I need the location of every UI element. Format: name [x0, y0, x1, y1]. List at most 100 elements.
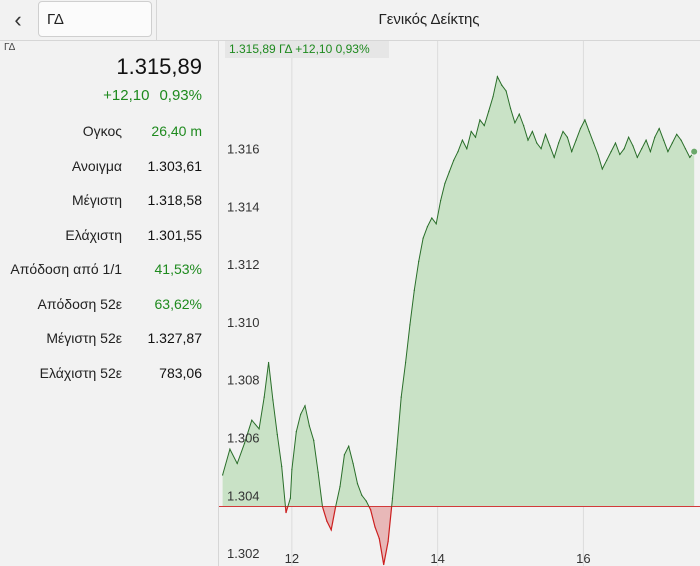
data-point — [689, 156, 691, 159]
stat-label: Μέγιστη 52ε — [46, 330, 122, 346]
change-value: +12,10 — [103, 87, 150, 104]
symbol-label: ΓΔ — [4, 42, 16, 53]
data-point — [575, 139, 577, 141]
data-point — [680, 139, 682, 141]
series-line-above — [222, 75, 695, 507]
stat-value: 26,40 m — [151, 123, 202, 139]
data-point — [457, 151, 459, 153]
data-point — [295, 431, 297, 433]
data-point — [658, 127, 660, 130]
x-tick-label: 16 — [576, 551, 590, 566]
last-point-marker — [690, 147, 699, 156]
stat-value: 1.301,55 — [147, 226, 203, 243]
data-point — [461, 139, 464, 141]
data-point — [592, 142, 595, 144]
stat-row: Απόδοση από 1/1 41,53% — [0, 261, 218, 281]
data-point — [236, 462, 238, 465]
stat-row: Μέγιστη 1.318,58 — [0, 192, 218, 212]
data-point — [470, 130, 472, 133]
stats-panel: ΓΔ 1.315,89 +12,10 0,93% Ογκος 26,40 m Ανοι… — [0, 41, 218, 566]
data-point — [606, 159, 608, 161]
x-axis-labels: 12 14 16 — [285, 551, 591, 566]
back-button[interactable]: ‹ — [6, 7, 30, 32]
data-point — [676, 133, 678, 135]
data-point — [474, 136, 477, 138]
stat-label: Ογκος — [82, 123, 122, 139]
data-point — [571, 151, 573, 153]
data-point — [527, 139, 529, 141]
area-fill-above — [222, 76, 695, 507]
data-point — [418, 260, 420, 262]
data-point — [251, 419, 253, 421]
data-point — [317, 471, 319, 473]
y-tick-label: 1.308 — [227, 373, 260, 388]
data-point — [614, 142, 617, 144]
data-point — [267, 361, 270, 364]
data-point — [558, 142, 560, 144]
stat-row: Ογκος 26,40 m — [0, 123, 218, 143]
data-point — [588, 130, 590, 133]
data-point — [627, 136, 630, 138]
data-point — [662, 139, 665, 141]
data-point — [387, 540, 389, 543]
legend-box — [225, 41, 389, 58]
data-point — [304, 405, 306, 407]
data-point — [243, 442, 246, 444]
data-point — [413, 289, 415, 291]
data-point — [623, 148, 625, 150]
data-point — [444, 182, 446, 184]
data-point — [619, 153, 621, 156]
data-point — [496, 75, 498, 78]
data-point — [313, 439, 315, 441]
data-point — [435, 223, 437, 225]
stat-value: 1.327,87 — [147, 330, 203, 346]
data-point — [391, 497, 394, 499]
data-point — [361, 494, 363, 496]
y-tick-label: 1.310 — [227, 315, 260, 330]
data-point — [448, 171, 450, 173]
data-point — [339, 485, 341, 488]
data-point — [404, 361, 407, 364]
data-point — [300, 413, 302, 416]
search-input[interactable] — [38, 1, 152, 37]
data-point — [289, 497, 292, 499]
data-point — [645, 139, 647, 141]
data-point — [562, 130, 564, 133]
top-bar: ‹ Γενικός Δείκτης — [0, 0, 700, 41]
data-point — [479, 119, 481, 121]
data-point — [352, 462, 354, 465]
data-point — [383, 563, 385, 566]
chevron-left-icon: ‹ — [14, 7, 22, 32]
data-point — [258, 428, 260, 430]
stat-label: Ελάχιστη — [65, 226, 122, 243]
stat-label: Ελάχιστη 52ε — [39, 364, 122, 381]
data-point — [523, 125, 525, 127]
data-point — [422, 237, 424, 239]
page-title: Γενικός Δείκτης — [156, 0, 700, 40]
area-fill-below — [285, 506, 392, 565]
data-point — [492, 96, 494, 98]
data-point — [509, 107, 512, 109]
stat-value: 1.318,58 — [147, 192, 203, 208]
last-price: 1.315,89 — [116, 54, 202, 79]
y-tick-label: 1.304 — [227, 488, 260, 503]
change-percent: 0,93% — [159, 87, 202, 104]
data-point — [330, 529, 332, 531]
data-point — [409, 324, 411, 326]
stat-row: Ανοιγμα 1.303,61 — [0, 158, 218, 178]
data-point — [335, 506, 337, 508]
y-tick-label: 1.306 — [227, 431, 260, 446]
data-point — [321, 506, 324, 508]
data-point — [501, 84, 503, 86]
data-point — [263, 396, 265, 398]
stat-label: Απόδοση από 1/1 — [10, 261, 122, 277]
intraday-chart[interactable]: 1.302 1.304 1.306 1.308 1.310 1.312 1.314 1.316… — [219, 41, 700, 566]
stat-row: Ελάχιστη 1.301,55 — [0, 227, 218, 247]
y-tick-label: 1.314 — [227, 199, 260, 214]
data-point — [453, 159, 455, 161]
stat-value: 1.303,61 — [147, 157, 203, 174]
data-point — [514, 122, 516, 124]
data-point — [281, 465, 283, 467]
stat-row: Ελάχιστη 52ε 783,06 — [0, 365, 218, 385]
data-point — [654, 136, 656, 138]
